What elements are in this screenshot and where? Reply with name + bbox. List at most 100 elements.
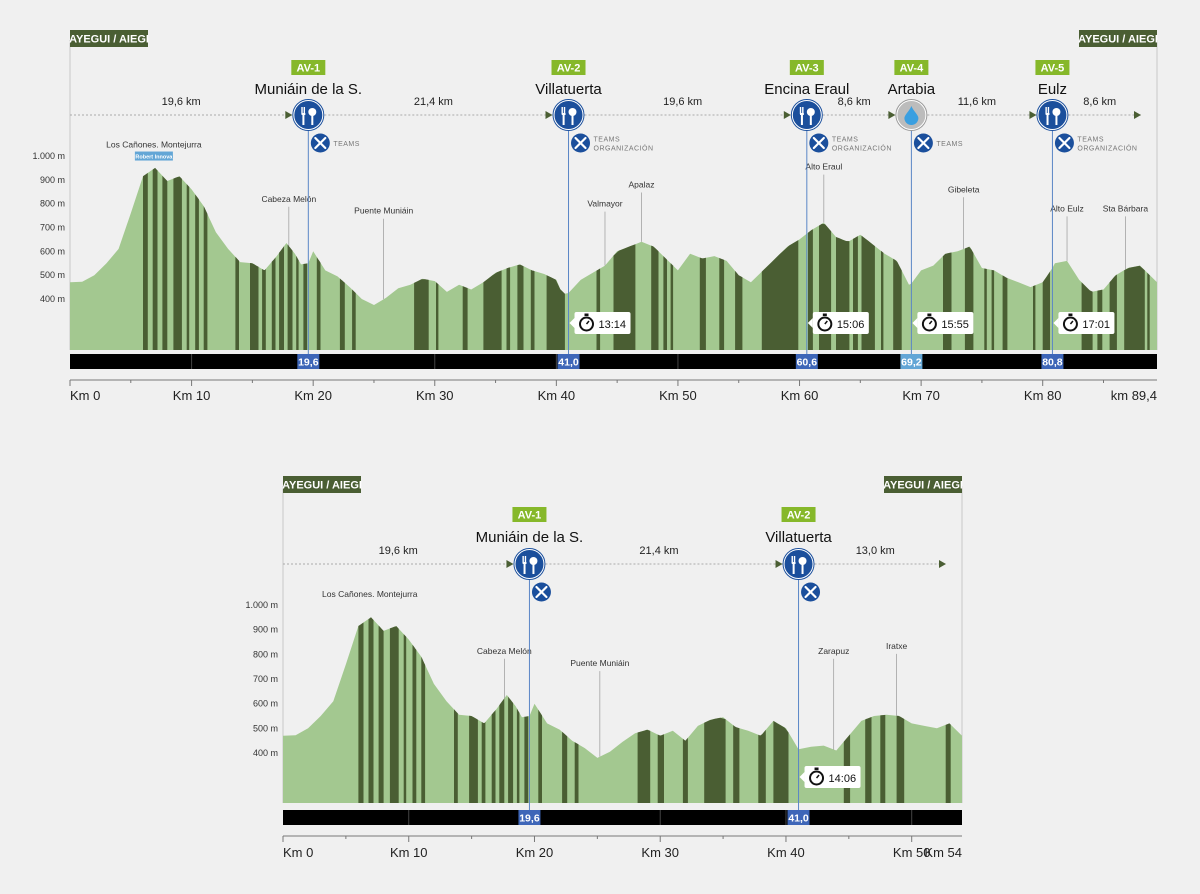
start-tag-box [70, 30, 148, 47]
screwdriver-glyph [314, 136, 327, 150]
cutoff-time-pointer [799, 772, 805, 782]
profile-steep-band [773, 720, 789, 803]
spoon-handle [801, 564, 804, 574]
segment-distance-label: 8,6 km [838, 96, 871, 108]
sponsor-badge-label: Robert Innova [135, 155, 173, 161]
x-tick-label: Km 40 [538, 388, 576, 403]
spoon-glyph [806, 108, 815, 116]
segment-distance-label: 13,0 km [856, 545, 895, 557]
segment-distances: 19,6 km 21,4 km 13,0 km [283, 545, 946, 568]
profile-steep-band [352, 289, 356, 350]
profile-steep-band [1033, 285, 1036, 350]
checkpoint-code-badge [291, 60, 326, 75]
profile-steep-band [454, 709, 458, 803]
y-tick-label: 1.000 m [32, 151, 65, 161]
profile-steep-band [761, 240, 799, 350]
fork-tine [303, 107, 306, 114]
profile-steep-band [271, 257, 276, 350]
profile-steep-band [1042, 271, 1050, 350]
pin-outline [895, 99, 928, 131]
cutoff-time-label: 14:06 [829, 773, 857, 785]
stopwatch-hand [928, 320, 933, 325]
pin-outline [782, 548, 815, 580]
finish-tag: AYEGUI / AIEGI [883, 476, 963, 493]
profile-steep-band [991, 269, 995, 350]
distance-bar [283, 810, 962, 825]
food-icon [1036, 99, 1069, 131]
service-label: TEAMS [1077, 137, 1104, 144]
place-label: Puente Muniáin [570, 658, 629, 668]
stopwatch-icon [1062, 316, 1078, 332]
x-tick-label: Km 20 [294, 388, 332, 403]
checkpoint-name: Encina Eraul [764, 81, 849, 98]
checkpoint-km-marker [795, 354, 818, 369]
profile-steep-band [403, 634, 407, 803]
segment-arrow-head [1134, 111, 1141, 119]
segment-arrow-head [506, 560, 514, 568]
finish-tag-box [1079, 30, 1157, 47]
food-icon [292, 99, 325, 131]
cutoff-time-pointer [569, 318, 575, 328]
fork-tine [1045, 107, 1047, 114]
y-tick-label: 900 m [253, 625, 278, 635]
profile-steep-band [865, 717, 872, 803]
checkpoint-code: AV-3 [795, 63, 819, 75]
x-tick-label: Km 80 [1024, 388, 1062, 403]
fork-tine [522, 556, 524, 563]
profile-steep-band [195, 194, 199, 350]
y-tick-label: 1.000 m [245, 600, 278, 610]
profile-steep-band [546, 275, 565, 350]
cutoff-time-pointer [1053, 318, 1059, 328]
service-label: TEAMS [936, 141, 963, 148]
checkpoint-name: Eulz [1038, 81, 1067, 98]
segment-distances: 19,6 km 21,4 km 19,6 km 8,6 km 11,6 km 8,6 km [70, 96, 1141, 119]
fork-handle [792, 563, 795, 574]
x-tick-label: Km 70 [902, 388, 940, 403]
profile-steep-band [670, 263, 674, 350]
stopwatch-icon [817, 316, 833, 332]
fork-tine [793, 556, 796, 563]
pin-outline [1036, 99, 1069, 131]
start-tag-label: AYEGUI / AIEGI [69, 34, 149, 46]
profile-steep-band [682, 737, 688, 803]
start-tag: AYEGUI / AIEGI [69, 30, 149, 47]
segment-distance-label: 21,4 km [639, 545, 678, 557]
screwdriver-glyph [917, 136, 930, 150]
spoon-glyph [798, 557, 807, 565]
place-label: Puente Muniáin [354, 206, 413, 216]
profile-steep-band [287, 244, 293, 350]
stopwatch-crown [927, 313, 932, 316]
service-label: TEAMS [832, 137, 859, 144]
profile-steep-band [637, 729, 651, 803]
service-label: ORGANIZACIÓN [832, 144, 892, 153]
profile-steep-band [735, 270, 743, 350]
profile-steep-band [499, 698, 505, 803]
fork-handle [1046, 114, 1049, 125]
spoon-handle [532, 564, 535, 574]
profile-steep-band [596, 268, 601, 350]
checkpoint-km-label: 19,6 [519, 813, 540, 825]
fork-tine [563, 107, 566, 114]
profile-steep-band [530, 269, 535, 350]
checkpoint-code: AV-2 [557, 63, 581, 75]
screwdriver-glyph [812, 136, 825, 150]
profile-steep-band [262, 269, 266, 350]
profile-steep-band [235, 256, 239, 350]
profile-steep-band [203, 206, 208, 350]
segment-distance-label: 19,6 km [379, 545, 418, 557]
profile-steep-band [613, 244, 636, 350]
profile-steep-band [663, 256, 667, 350]
y-tick-label: 700 m [253, 674, 278, 684]
checkpoint-code: AV-4 [900, 63, 925, 75]
profile-steep-band [964, 246, 974, 350]
fork-tine [524, 556, 527, 563]
profile-steep-band [412, 644, 417, 803]
finish-tag-label: AYEGUI / AIEGI [1078, 34, 1158, 46]
fork-handle [302, 114, 305, 125]
profile-steep-band [881, 250, 884, 350]
profile-steep-band [808, 229, 813, 350]
checkpoint-code-badge [789, 60, 824, 75]
service-label: ORGANIZACIÓN [1077, 144, 1137, 153]
checkpoint-name: Muniáin de la S. [476, 529, 584, 546]
place-label: Sta Bárbara [1103, 203, 1149, 213]
